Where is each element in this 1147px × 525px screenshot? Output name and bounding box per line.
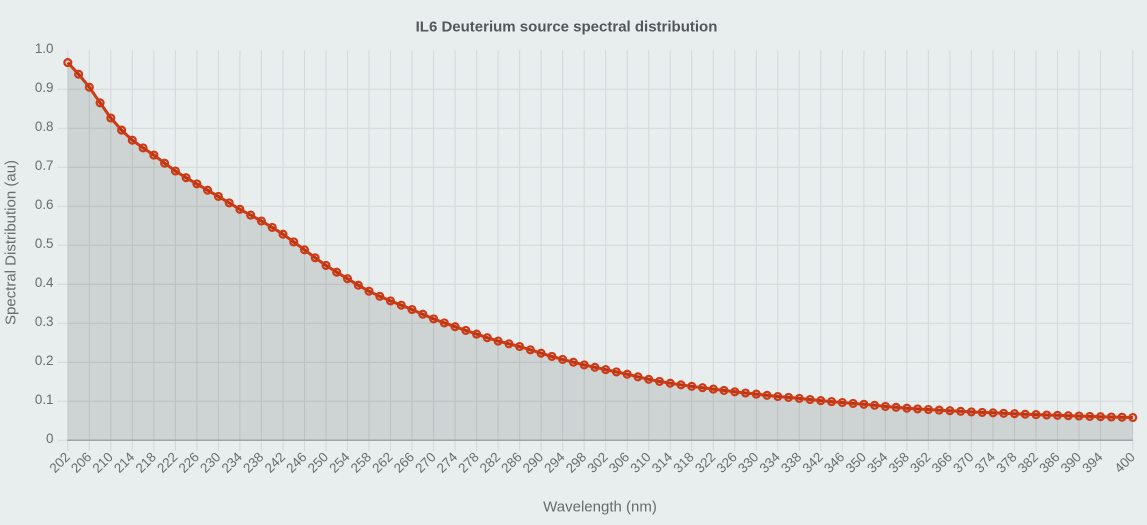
svg-text:0.1: 0.1 <box>35 392 54 407</box>
svg-text:0.6: 0.6 <box>35 197 54 212</box>
svg-text:0.3: 0.3 <box>35 314 54 329</box>
svg-text:0.4: 0.4 <box>35 275 54 290</box>
svg-text:Wavelength (nm): Wavelength (nm) <box>543 499 657 516</box>
svg-text:0.7: 0.7 <box>35 158 54 173</box>
svg-text:0.2: 0.2 <box>35 353 54 368</box>
svg-text:0: 0 <box>46 431 53 446</box>
svg-text:0.5: 0.5 <box>35 236 54 251</box>
svg-text:1.0: 1.0 <box>35 41 54 56</box>
svg-text:0.8: 0.8 <box>35 119 54 134</box>
svg-text:IL6 Deuterium source spectral: IL6 Deuterium source spectral distributi… <box>416 19 718 36</box>
svg-text:0.9: 0.9 <box>35 80 54 95</box>
svg-text:Spectral Distribution (au): Spectral Distribution (au) <box>3 160 20 325</box>
